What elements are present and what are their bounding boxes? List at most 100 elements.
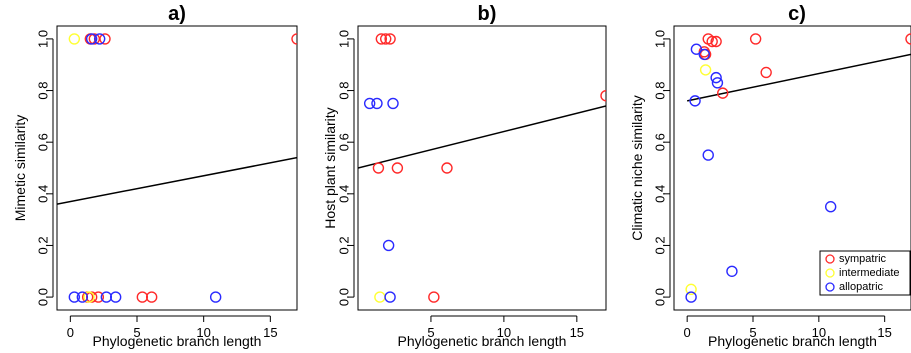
y-tick-label: 0.6 [337,133,352,151]
x-axis-label: Phylogenetic branch length [93,333,262,349]
x-tick-label: 5 [133,325,140,340]
data-point-allopatric [76,291,89,303]
plot-area [685,33,911,303]
data-point-allopatric [689,95,701,107]
data-point-sympatric [706,35,718,48]
data-point-sympatric [905,33,911,45]
plot-frame [673,25,911,311]
data-point-allopatric [85,33,98,45]
x-tick-label: 5 [427,325,434,340]
x-axis-label: Phylogenetic branch length [398,333,567,349]
trend-line [358,105,606,169]
x-tick-label: 0 [67,325,74,340]
data-point-sympatric [291,33,297,45]
data-point-sympatric [372,162,385,174]
data-point-sympatric [749,33,762,45]
y-tick-label: 0.6 [653,133,668,151]
trend-line [57,156,297,205]
y-tick-label: 0.2 [653,236,668,254]
x-tick-label: 10 [497,325,511,340]
legend-label: sympatric [839,253,887,265]
x-axis-label: Phylogenetic branch length [708,333,877,349]
data-point-sympatric [717,87,729,99]
panel-title: c) [788,3,806,25]
y-tick-label: 0.2 [36,236,51,254]
data-point-sympatric [600,90,606,102]
data-point-sympatric [99,33,111,45]
data-point-allopatric [824,201,837,213]
panel-title: b) [478,3,497,25]
x-tick-label: 15 [877,325,891,340]
data-point-allopatric [711,77,724,89]
data-point-sympatric [710,35,722,48]
y-tick-label: 1.0 [653,30,668,48]
data-point-allopatric [685,291,697,303]
plot-area [57,33,297,303]
data-point-intermediate [374,291,386,303]
data-point-allopatric [726,265,738,277]
x-tick-label: 10 [812,325,826,340]
data-point-allopatric [209,291,222,303]
y-tick-label: 0.8 [337,82,352,100]
plot-frame [56,25,298,311]
data-point-sympatric [391,162,404,174]
data-point-allopatric [109,291,122,303]
panel-1: a) 0 5 10 15 0.0 0.2 0.4 0.6 0.8 1.0 Phylogenetic b… [12,3,298,349]
data-point-allopatric [387,97,399,110]
legend-label: intermediate [839,267,900,279]
x-tick-label: 15 [570,325,584,340]
panel-title: a) [168,3,186,25]
data-point-allopatric [371,97,383,110]
panel-2: b) 5 10 15 0.0 0.2 0.4 0.6 0.8 1.0 Phylogenetic br… [322,3,607,349]
panel-3: c) 0 5 10 15 0.0 0.2 0.4 0.6 0.8 1.0 Phylogenetic b… [629,3,911,349]
data-point-sympatric [441,162,453,174]
data-point-allopatric [690,43,703,55]
legend-box [819,250,911,296]
data-point-allopatric [698,48,710,61]
y-tick-label: 0.6 [36,133,51,151]
data-point-sympatric [760,66,772,79]
y-tick-label: 1.0 [337,30,352,48]
legend-marker [825,268,835,278]
y-axis-label: Host plant similarity [322,107,338,228]
y-axis-label: Mimetic similarity [12,115,28,222]
y-tick-label: 0.4 [653,185,668,203]
data-point-intermediate [685,283,697,296]
legend-marker [825,282,835,292]
legend-marker [825,254,835,264]
x-tick-label: 15 [263,325,277,340]
data-point-sympatric [375,33,388,45]
data-point-sympatric [136,291,149,303]
data-point-intermediate [699,64,712,76]
trend-line [687,53,911,102]
plot-frame [357,25,607,311]
x-tick-label: 10 [196,325,210,340]
y-tick-label: 0.4 [36,185,51,203]
x-tick-label: 5 [749,325,756,340]
data-point-sympatric [380,33,392,45]
data-point-allopatric [68,291,81,303]
data-point-allopatric [363,97,376,110]
data-point-allopatric [93,33,106,45]
x-tick-label: 0 [684,325,691,340]
y-tick-label: 0.8 [653,82,668,100]
data-point-allopatric [384,291,396,303]
data-point-sympatric [384,33,396,45]
y-axis-label: Climatic niche similarity [629,95,645,240]
y-tick-label: 0.0 [337,288,352,306]
legend: sympatric intermediate allopatric [819,250,911,296]
data-point-intermediate [68,33,81,45]
data-point-allopatric [382,239,395,252]
legend-label: allopatric [839,281,884,293]
y-tick-label: 0.4 [337,185,352,203]
data-point-sympatric [145,291,158,303]
y-tick-label: 0.0 [653,288,668,306]
y-tick-label: 0.0 [36,288,51,306]
y-tick-label: 0.2 [337,236,352,254]
data-point-allopatric [710,71,722,84]
data-point-allopatric [702,149,714,161]
y-tick-label: 1.0 [36,30,51,48]
y-tick-label: 0.8 [36,82,51,100]
plot-area [358,33,606,303]
